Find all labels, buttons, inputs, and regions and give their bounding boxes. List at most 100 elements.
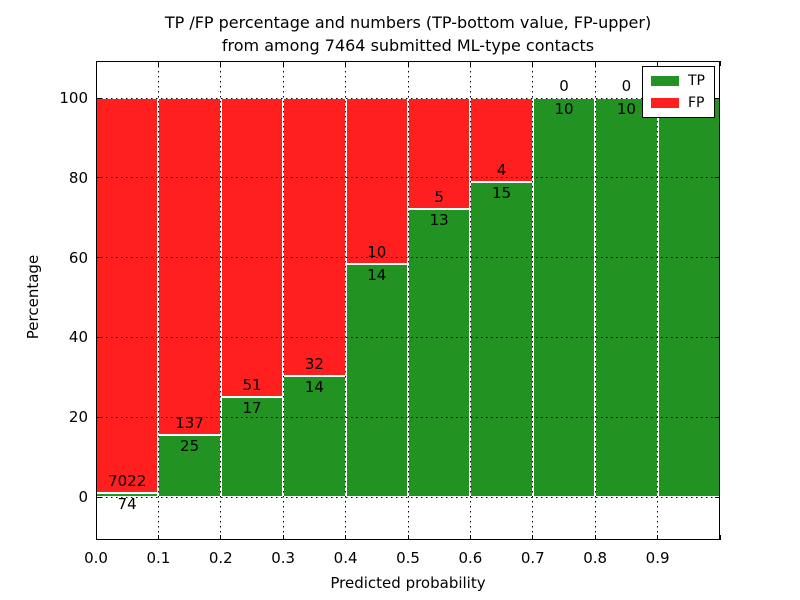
x-tick-mark-top	[719, 61, 721, 66]
tp-count-label: 15	[492, 184, 512, 202]
x-tick-mark-top	[220, 61, 222, 66]
tp-count-label: 14	[367, 266, 387, 285]
fp-bar-segment	[158, 98, 221, 436]
x-tick-label: 0.0	[84, 549, 108, 567]
y-tick-mark-right	[715, 416, 720, 418]
fp-count-label: 10	[367, 243, 387, 262]
x-tick-mark-top	[282, 61, 284, 66]
fp-count-label: 0	[621, 77, 632, 95]
x-tick-mark	[594, 535, 596, 540]
legend-label-tp: TP	[688, 73, 705, 89]
x-tick-label: 0.2	[208, 549, 233, 567]
x-tick-mark-top	[157, 61, 159, 66]
horizontal-gridline	[96, 97, 720, 99]
horizontal-gridline	[96, 496, 720, 498]
fp-bar-segment	[283, 98, 346, 376]
x-tick-label: 0.3	[271, 549, 296, 567]
x-tick-mark	[95, 535, 97, 540]
plot-area: 70227413725511732141014513415010010011 T…	[95, 61, 721, 540]
x-tick-mark	[407, 535, 409, 540]
chart-title-line1: TP /FP percentage and numbers (TP-bottom…	[164, 13, 652, 32]
x-tick-mark	[282, 535, 284, 540]
tp-count-label: 17	[242, 399, 262, 418]
tp-bar-segment	[470, 182, 533, 497]
fp-bar-segment	[408, 98, 471, 209]
fp-bar-segment	[220, 98, 284, 398]
tp-bar-segment	[158, 435, 221, 497]
x-tick-mark	[220, 535, 222, 540]
vertical-gridline	[532, 61, 534, 540]
vertical-gridline	[282, 61, 284, 540]
y-tick-mark	[96, 177, 101, 179]
x-tick-mark-top	[95, 61, 97, 66]
tp-count-label: 10	[554, 100, 574, 118]
vertical-gridline	[407, 61, 409, 540]
x-tick-label: 0.9	[645, 549, 670, 567]
x-tick-mark-top	[532, 61, 534, 66]
fp-count-label: 0	[559, 77, 569, 95]
x-tick-mark	[719, 535, 721, 540]
tp-bar-segment	[657, 98, 720, 497]
tp-count-label: 25	[180, 437, 200, 456]
legend-entry-tp: TP	[651, 74, 705, 88]
x-tick-mark	[157, 535, 159, 540]
tp-color-swatch	[651, 76, 679, 86]
fp-count-label: 137	[175, 414, 204, 433]
fp-bar-segment	[470, 98, 533, 182]
tp-bar-segment	[345, 264, 408, 497]
tp-bar-segment	[408, 208, 471, 497]
tp-bar-segment	[283, 375, 346, 497]
y-tick-mark-right	[715, 496, 720, 498]
horizontal-gridline	[96, 336, 720, 338]
x-tick-label: 0.7	[520, 549, 545, 567]
fp-count-label: 51	[242, 376, 262, 395]
y-tick-label: 100	[59, 89, 88, 107]
tp-count-label: 13	[429, 210, 449, 229]
fp-count-label: 4	[496, 161, 507, 179]
y-tick-label: 40	[68, 328, 88, 347]
fp-count-label: 32	[304, 354, 324, 373]
legend-box: TP FP	[642, 66, 715, 118]
y-tick-label: 0	[78, 488, 88, 506]
fp-color-swatch	[651, 98, 679, 108]
horizontal-gridline	[96, 416, 720, 418]
horizontal-gridline	[96, 177, 720, 179]
y-tick-mark-right	[715, 97, 720, 99]
legend-label-fp: FP	[688, 95, 705, 111]
vertical-gridline	[657, 61, 659, 540]
x-tick-mark-top	[594, 61, 596, 66]
y-tick-mark-right	[715, 257, 720, 259]
x-tick-mark-top	[657, 61, 659, 66]
fp-bar-segment	[96, 98, 159, 493]
x-axis-label: Predicted probability	[330, 574, 486, 592]
fp-bar-segment	[345, 98, 408, 265]
vertical-gridline	[469, 61, 471, 540]
chart-title-line2: from among 7464 submitted ML-type contac…	[221, 36, 595, 55]
x-tick-mark-top	[407, 61, 409, 66]
y-tick-label: 80	[68, 168, 88, 187]
x-tick-label: 0.5	[396, 549, 420, 567]
y-tick-mark-right	[715, 336, 720, 338]
tp-bar-segment	[595, 98, 658, 497]
x-tick-mark	[532, 535, 534, 540]
x-tick-label: 0.4	[333, 549, 358, 567]
fp-count-label: 7022	[108, 471, 147, 490]
fp-count-label: 5	[434, 187, 444, 206]
x-tick-label: 0.6	[458, 549, 483, 567]
vertical-gridline	[345, 61, 347, 540]
legend-entry-fp: FP	[651, 96, 705, 110]
y-axis-label: Percentage	[24, 254, 42, 340]
y-tick-label: 20	[68, 408, 88, 427]
tp-bar-segment	[220, 397, 284, 497]
y-tick-mark	[96, 257, 101, 259]
y-tick-mark	[96, 496, 101, 498]
tp-count-label: 10	[616, 100, 636, 118]
x-tick-mark	[657, 535, 659, 540]
vertical-gridline	[594, 61, 596, 540]
tp-count-label: 14	[304, 377, 324, 396]
x-tick-label: 0.1	[146, 549, 171, 567]
tp-bar-segment	[532, 98, 596, 497]
tp-count-label: 74	[117, 494, 137, 513]
x-tick-mark-top	[345, 61, 347, 66]
